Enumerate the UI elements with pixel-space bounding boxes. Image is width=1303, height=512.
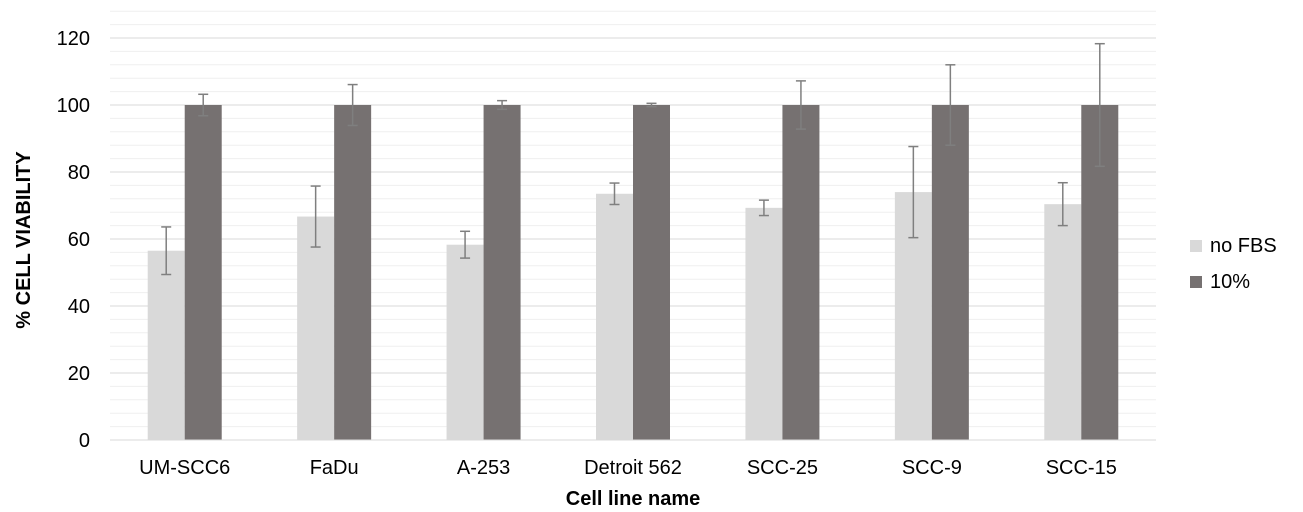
x-tick-label: SCC-25 [747,457,818,479]
error-bar [1094,42,1105,168]
bar-10-percent [334,105,372,440]
error-bar [646,102,657,108]
error-bar [795,80,806,130]
error-bar [460,230,471,259]
y-axis-title: % CELL VIABILITY [13,151,35,329]
bar-10-percent [633,105,670,440]
error-bars [161,42,1105,276]
x-tick-label: SCC-15 [1046,457,1117,479]
bar-no-fbs [297,216,335,440]
bar-10-percent [931,105,969,440]
legend: no FBS 10% [1190,228,1277,300]
error-bar [1057,181,1068,227]
bar-10-percent [782,105,820,440]
error-bar [908,145,919,239]
error-bar [347,83,358,127]
error-bar [497,99,508,111]
bar-10-percent [184,105,222,440]
y-tick-label: 40 [68,296,90,318]
y-tick-label: 0 [79,430,90,452]
y-tick-label: 80 [68,162,90,184]
y-tick-label: 120 [57,28,90,50]
legend-item-no-fbs: no FBS [1190,228,1277,264]
error-bar [198,93,209,117]
legend-label-no-fbs: no FBS [1210,234,1277,257]
y-tick-labels: 0 20 40 60 80 100 120 [57,28,90,452]
bar-no-fbs [147,250,185,440]
y-tick-label: 60 [68,229,90,251]
x-tick-labels: UM-SCC6 FaDu A-253 Detroit 562 SCC-25 SCC-9 SC… [139,457,1117,479]
bar-no-fbs [1044,204,1082,440]
x-tick-label: Detroit 562 [584,457,682,479]
legend-swatch-10-percent [1190,276,1202,288]
legend-label-10-percent: 10% [1210,270,1251,293]
bar-no-fbs [745,207,783,440]
x-axis-title: Cell line name [566,488,701,510]
legend-item-10-percent: 10% [1190,264,1277,300]
error-bar [609,182,620,206]
x-tick-label: FaDu [310,457,359,479]
bar-no-fbs [446,244,484,440]
x-tick-label: SCC-9 [902,457,962,479]
bars [147,105,1119,440]
x-tick-label: A-253 [457,457,510,479]
error-bar [758,199,769,217]
x-tick-label: UM-SCC6 [139,457,230,479]
y-tick-label: 100 [57,95,90,117]
bar-10-percent [483,105,521,440]
error-bar [310,185,321,248]
error-bar [161,226,172,276]
error-bar [945,64,956,146]
legend-swatch-no-fbs [1190,240,1202,252]
bar-no-fbs [596,193,633,440]
y-tick-label: 20 [68,363,90,385]
